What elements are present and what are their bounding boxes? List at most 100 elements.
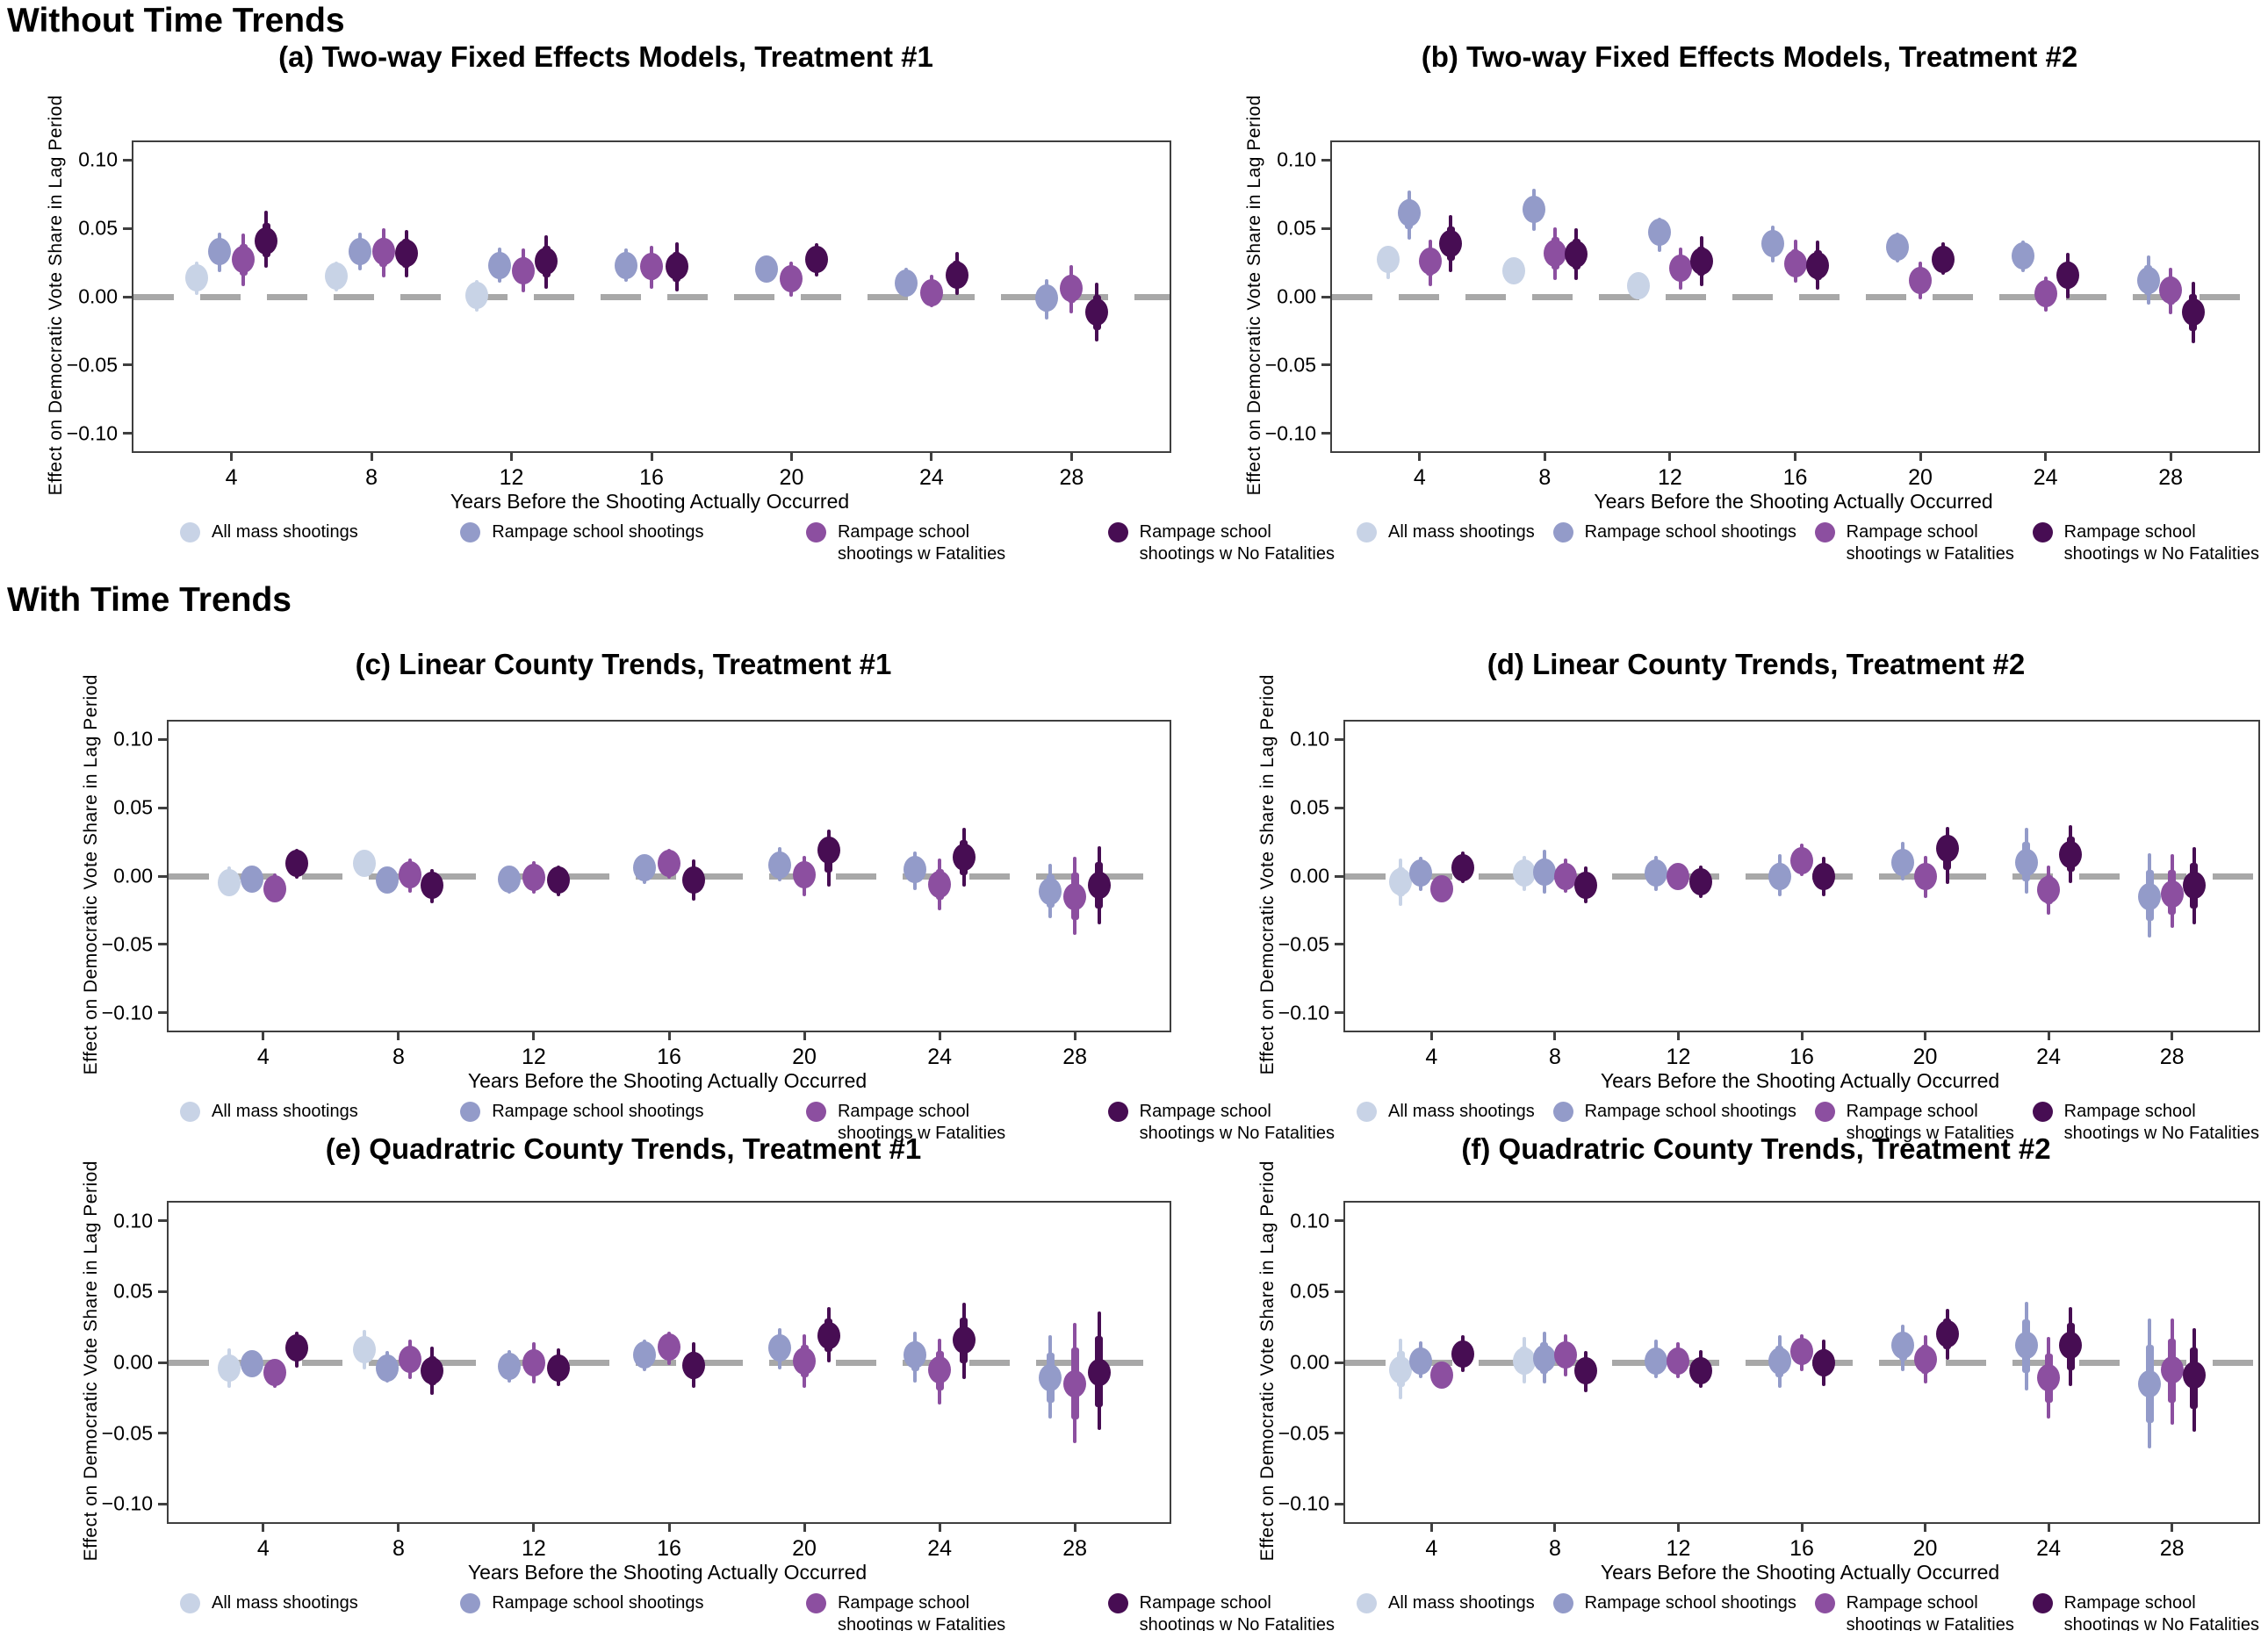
data-point <box>498 865 522 893</box>
data-point <box>1913 862 1937 890</box>
legend-label: Rampage school shootings <box>492 1592 703 1614</box>
x-tick <box>1418 451 1422 461</box>
x-tick <box>1924 1031 1927 1040</box>
legend-item: Rampage school shootings w Fatalities <box>805 521 1005 565</box>
y-tick <box>158 806 169 809</box>
legend-label-line: Rampage school shootings <box>492 1102 704 1121</box>
data-point <box>208 238 232 266</box>
data-point <box>681 866 705 895</box>
data-point <box>1063 882 1087 910</box>
legend-item: All mass shootings <box>180 521 358 543</box>
y-tick <box>1335 1502 1345 1505</box>
data-point <box>535 248 558 275</box>
x-tick-label: 8 <box>365 465 378 490</box>
x-axis-title: Years Before the Shooting Actually Occur… <box>450 490 850 513</box>
x-tick-label: 8 <box>1548 1045 1561 1069</box>
data-point <box>1768 862 1791 890</box>
data-point <box>1039 877 1062 905</box>
data-point <box>1501 256 1525 284</box>
legend-label-line: shootings w Fatalities <box>1846 1615 2014 1631</box>
data-point <box>1574 1357 1598 1385</box>
x-tick-label: 20 <box>779 465 804 490</box>
data-point <box>1451 854 1474 882</box>
x-tick-label: 4 <box>1425 1536 1438 1561</box>
panel-title: (b) Two-way Fixed Effects Models, Treatm… <box>1421 40 2078 73</box>
data-point <box>546 1354 570 1382</box>
legend-dot <box>1552 522 1573 542</box>
data-point <box>421 872 444 900</box>
legend-dot <box>805 1593 826 1613</box>
data-point <box>487 251 511 279</box>
legend: All mass shootings Rampage school shootin… <box>1357 1592 2259 1631</box>
x-tick <box>370 451 373 461</box>
data-point <box>2014 848 2038 876</box>
y-tick-label: 0.10 <box>1290 1209 1329 1232</box>
legend-label-line: Rampage school <box>1846 1593 1978 1613</box>
x-tick <box>2047 1522 2050 1532</box>
legend-dot <box>1814 1593 1835 1613</box>
legend-label: Rampage school shootings w No Fatalities <box>2064 1101 2259 1145</box>
legend-dot <box>460 522 481 542</box>
x-tick <box>262 1522 265 1532</box>
legend-label-line: shootings w Fatalities <box>837 1615 1006 1631</box>
data-point <box>805 246 829 274</box>
data-point <box>1913 1346 1937 1374</box>
x-tick-label: 16 <box>1789 1045 1814 1069</box>
data-point <box>1891 1332 1915 1360</box>
legend-label-line: Rampage school <box>837 522 970 542</box>
legend-dot <box>460 1102 481 1122</box>
data-point <box>1689 248 1713 275</box>
data-point <box>895 269 918 297</box>
data-point <box>522 1348 545 1376</box>
x-tick <box>2169 451 2172 461</box>
y-tick <box>158 1011 169 1015</box>
data-point <box>1451 1340 1474 1368</box>
y-tick <box>123 363 133 367</box>
legend-label-line: shootings w No Fatalities <box>1139 1124 1335 1143</box>
x-tick-label: 28 <box>1059 465 1084 490</box>
y-tick <box>158 874 169 878</box>
data-point <box>394 239 418 267</box>
legend-label-line: All mass shootings <box>1388 1593 1535 1613</box>
x-tick <box>1668 451 1672 461</box>
data-point <box>817 1321 840 1349</box>
x-tick-label: 16 <box>1789 1536 1814 1561</box>
y-tick-label: 0.00 <box>1290 864 1329 887</box>
data-point <box>1063 1369 1087 1397</box>
data-point <box>1512 859 1536 887</box>
y-tick <box>123 295 133 298</box>
data-point <box>1532 858 1556 886</box>
y-tick <box>123 226 133 230</box>
data-point <box>2138 1369 2162 1397</box>
data-point <box>633 854 657 882</box>
data-point <box>640 253 663 281</box>
legend-dot <box>1357 1593 1377 1613</box>
data-point <box>285 1334 309 1362</box>
legend-item: Rampage school shootings <box>1552 521 1796 543</box>
legend-label-line: Rampage school <box>1139 1593 1271 1613</box>
legend-label-line: Rampage school shootings <box>492 522 704 542</box>
legend-label-line: Rampage school <box>1139 1102 1271 1121</box>
legend-dot <box>1107 1102 1128 1122</box>
x-tick-label: 8 <box>1538 465 1552 490</box>
data-point <box>1931 246 1955 274</box>
legend-label: Rampage school shootings <box>1585 1592 1796 1614</box>
data-point <box>754 255 778 284</box>
legend-dot <box>1552 1593 1573 1613</box>
data-point <box>2059 840 2083 868</box>
data-point <box>928 870 952 898</box>
x-tick-label: 12 <box>522 1536 546 1561</box>
data-point <box>1553 862 1577 890</box>
legend-dot <box>1357 1102 1377 1122</box>
x-tick <box>1800 1522 1804 1532</box>
x-tick <box>2047 1031 2050 1040</box>
y-tick-label: 0.05 <box>1290 795 1329 819</box>
data-point <box>1389 1355 1413 1383</box>
x-tick-label: 20 <box>1908 465 1933 490</box>
data-point <box>904 855 927 883</box>
y-tick-label: −0.05 <box>1264 353 1316 377</box>
legend-label: Rampage school shootings w No Fatalities <box>1140 1592 1335 1631</box>
legend-label-line: Rampage school shootings <box>1584 1593 1796 1613</box>
legend-dot <box>1814 522 1835 542</box>
x-tick <box>1073 1031 1076 1040</box>
